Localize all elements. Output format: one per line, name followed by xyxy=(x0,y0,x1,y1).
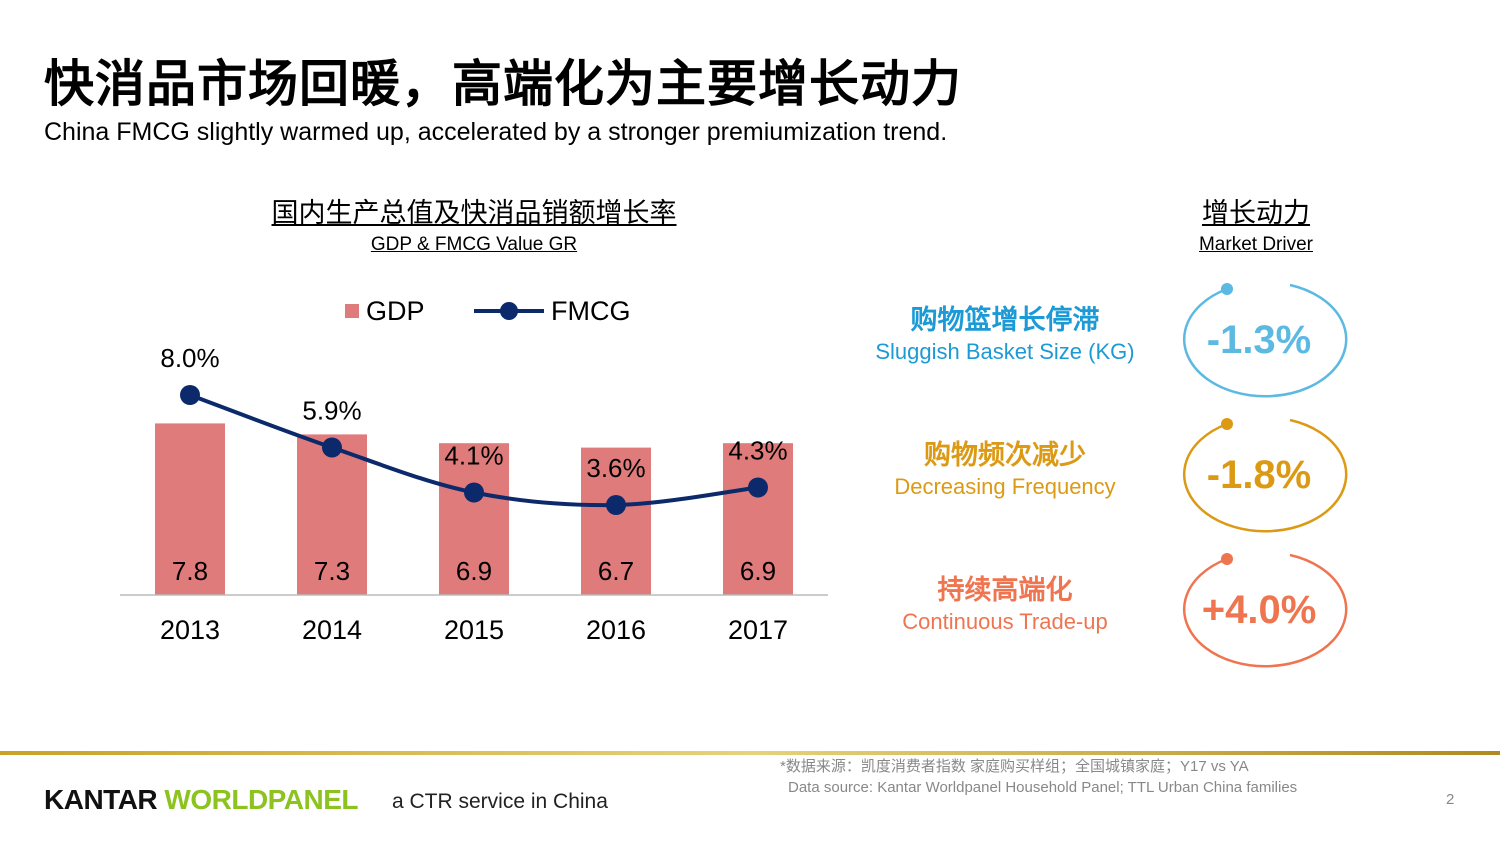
driver-label-cn: 持续高端化 xyxy=(937,575,1073,606)
source-en: Data source: Kantar Worldpanel Household… xyxy=(788,779,1298,796)
legend-fmcg-marker xyxy=(500,302,518,320)
driver-ring xyxy=(1182,283,1348,398)
bar-gdp-2015 xyxy=(439,443,509,595)
ring-dot xyxy=(1221,418,1233,430)
x-tick-label: 2015 xyxy=(444,615,504,645)
driver-ring xyxy=(1182,553,1348,668)
combo-chart: GDP FMCG 7.8 7.3 6.9 6.7 6.9 2013 2014 2015 2016 20… xyxy=(120,296,828,645)
chart-title-en: GDP & FMCG Value GR xyxy=(370,234,578,255)
driver-value: -1.3% xyxy=(1206,318,1312,362)
fmcg-data-label: 4.3% xyxy=(728,436,787,466)
driver-title-en: Market Driver xyxy=(1198,234,1313,255)
fmcg-point-2016 xyxy=(606,495,626,515)
driver-label-en: Decreasing Frequency xyxy=(894,474,1116,499)
bar-gdp-2013 xyxy=(155,423,225,595)
bar-label: 7.3 xyxy=(314,556,350,586)
source-cn: *数据来源：凯度消费者指数 家庭购买样组；全国城镇家庭；Y17 vs YA xyxy=(780,758,1249,775)
legend-gdp-swatch xyxy=(345,304,359,318)
driver-label-en: Sluggish Basket Size (KG) xyxy=(875,339,1135,364)
driver-value: -1.8% xyxy=(1206,453,1312,497)
driver-ring xyxy=(1182,418,1348,533)
bar-label: 6.7 xyxy=(598,556,634,586)
fmcg-data-label: 8.0% xyxy=(160,343,219,373)
footer-divider xyxy=(0,751,1500,755)
x-tick-label: 2013 xyxy=(160,615,220,645)
driver-label-en: Continuous Trade-up xyxy=(902,609,1108,634)
x-tick-label: 2014 xyxy=(302,615,362,645)
fmcg-data-label: 3.6% xyxy=(586,453,645,483)
page-title: 快消品市场回暖，高端化为主要增长动力 xyxy=(44,55,962,113)
bar-gdp-2016 xyxy=(581,447,651,595)
bar-label: 6.9 xyxy=(740,556,776,586)
x-tick-label: 2016 xyxy=(586,615,646,645)
driver-title-cn: 增长动力 xyxy=(1202,198,1310,229)
ring-arc xyxy=(1182,418,1348,533)
fmcg-point-2017 xyxy=(748,477,768,498)
bar-label: 7.8 xyxy=(172,556,208,586)
driver-value: +4.0% xyxy=(1201,588,1317,632)
ring-arc xyxy=(1182,283,1348,398)
driver-label: 购物篮增长停滞 Sluggish Basket Size (KG) xyxy=(850,304,1160,366)
ring-arc xyxy=(1182,553,1348,668)
bar-gdp-2014 xyxy=(297,434,367,595)
page-subtitle: China FMCG slightly warmed up, accelerat… xyxy=(44,118,948,146)
chart-title-cn: 国内生产总值及快消品销额增长率 xyxy=(271,198,677,229)
ring-dot xyxy=(1221,283,1233,295)
kantar-logo: KANTAR WORLDPANEL xyxy=(44,784,358,815)
x-tick-label: 2017 xyxy=(728,615,788,645)
fmcg-point-2014 xyxy=(322,437,342,458)
driver-label-cn: 购物频次减少 xyxy=(924,440,1086,471)
ring-dot xyxy=(1221,553,1233,565)
driver-label-cn: 购物篮增长停滞 xyxy=(910,305,1100,336)
fmcg-data-label: 4.1% xyxy=(444,441,503,471)
fmcg-point-2015 xyxy=(464,482,484,503)
page-number: 2 xyxy=(1446,791,1455,808)
legend-fmcg-label: FMCG xyxy=(551,296,630,326)
tagline: a CTR service in China xyxy=(392,790,608,813)
driver-label: 持续高端化 Continuous Trade-up xyxy=(850,574,1160,636)
legend-gdp-label: GDP xyxy=(366,296,425,326)
bar-label: 6.9 xyxy=(456,556,492,586)
fmcg-data-label: 5.9% xyxy=(302,396,361,426)
driver-label: 购物频次减少 Decreasing Frequency xyxy=(850,439,1160,501)
fmcg-point-2013 xyxy=(180,385,200,405)
bar-gdp-2017 xyxy=(723,443,793,595)
